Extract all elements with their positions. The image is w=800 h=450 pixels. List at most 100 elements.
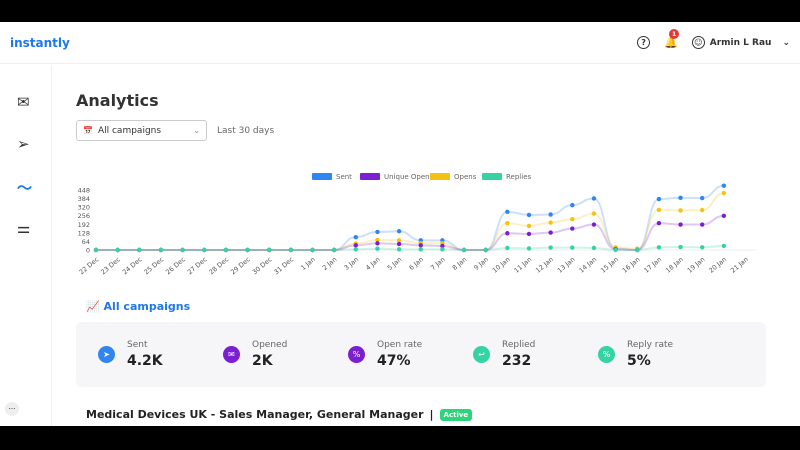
x-tick-label: 18 Jan <box>664 255 685 274</box>
data-point[interactable] <box>570 245 575 250</box>
data-point[interactable] <box>570 226 575 231</box>
data-point[interactable] <box>93 247 99 253</box>
data-point[interactable] <box>505 245 510 251</box>
legend-swatch <box>312 173 332 180</box>
stat-value: 232 <box>502 353 532 369</box>
data-point[interactable] <box>656 245 662 250</box>
data-point[interactable] <box>526 223 532 229</box>
data-point[interactable] <box>202 247 207 253</box>
data-point[interactable] <box>570 216 575 222</box>
data-point[interactable] <box>700 207 705 213</box>
data-point[interactable] <box>353 234 358 240</box>
sidebar-send-icon[interactable]: ➢ <box>17 135 30 153</box>
data-point[interactable] <box>418 243 423 248</box>
data-point[interactable] <box>483 247 488 253</box>
data-point[interactable] <box>331 247 337 253</box>
x-tick-label: 2 Jan <box>321 255 339 272</box>
data-point[interactable] <box>635 247 640 253</box>
data-point[interactable] <box>267 247 272 253</box>
campaign-row[interactable]: Medical Devices UK - Sales Manager, Gene… <box>86 408 473 421</box>
data-point[interactable] <box>180 247 185 253</box>
data-point[interactable] <box>505 209 510 215</box>
data-point[interactable] <box>375 237 380 243</box>
data-point[interactable] <box>461 247 467 253</box>
data-point[interactable] <box>288 247 294 253</box>
data-point[interactable] <box>353 247 358 252</box>
data-point[interactable] <box>548 245 553 250</box>
data-point[interactable] <box>678 208 683 213</box>
data-point[interactable] <box>700 222 705 227</box>
data-point[interactable] <box>656 221 662 226</box>
legend-item[interactable]: Sent <box>312 173 352 181</box>
data-point[interactable] <box>613 247 618 253</box>
logo[interactable]: instantly <box>10 35 70 50</box>
data-point[interactable] <box>505 221 510 226</box>
data-point[interactable] <box>700 195 705 201</box>
data-point[interactable] <box>678 222 683 227</box>
user-icon: ☺ <box>691 36 705 49</box>
user-menu[interactable]: ☺ Armin L Rau ⌄ <box>691 36 790 49</box>
x-tick-label: 17 Jan <box>642 255 663 274</box>
data-point[interactable] <box>678 244 683 250</box>
more-button[interactable]: ··· <box>5 402 19 416</box>
data-point[interactable] <box>245 247 250 253</box>
data-point[interactable] <box>721 190 727 196</box>
data-point[interactable] <box>223 247 229 253</box>
reply-icon: ↩ <box>473 346 490 363</box>
data-point[interactable] <box>526 212 532 218</box>
data-point[interactable] <box>396 229 402 234</box>
x-tick-label: 10 Jan <box>491 255 512 274</box>
data-point[interactable] <box>396 238 402 243</box>
data-point[interactable] <box>137 247 142 253</box>
data-point[interactable] <box>700 245 705 250</box>
data-point[interactable] <box>440 243 445 249</box>
legend-item[interactable]: Opens <box>430 173 477 181</box>
campaign-name[interactable]: Medical Devices UK - Sales Manager, Gene… <box>86 408 424 421</box>
legend-swatch <box>482 173 502 180</box>
sidebar-mail-icon[interactable]: ✉ <box>17 93 30 111</box>
data-point[interactable] <box>591 196 597 201</box>
help-icon[interactable]: ? <box>637 36 651 49</box>
data-point[interactable] <box>678 195 683 200</box>
data-point[interactable] <box>375 246 380 251</box>
data-point[interactable] <box>548 220 553 225</box>
data-point[interactable] <box>505 231 510 236</box>
data-point[interactable] <box>721 243 727 249</box>
data-point[interactable] <box>570 202 575 208</box>
sidebar-sliders-icon[interactable]: ⚌ <box>17 219 31 237</box>
data-point[interactable] <box>656 196 662 202</box>
data-point[interactable] <box>396 241 402 247</box>
data-point[interactable] <box>656 207 662 213</box>
legend-item[interactable]: Unique Opens <box>360 173 434 181</box>
sidebar-analytics-icon[interactable]: 〜 <box>17 179 33 197</box>
data-point[interactable] <box>440 247 445 252</box>
data-point[interactable] <box>526 246 532 251</box>
data-point[interactable] <box>591 211 597 216</box>
campaign-select-value: All campaigns <box>97 125 162 136</box>
send-icon: ➤ <box>98 346 115 363</box>
data-point[interactable] <box>310 247 315 253</box>
data-point[interactable] <box>396 247 402 252</box>
data-point[interactable] <box>115 247 120 253</box>
data-point[interactable] <box>721 213 727 219</box>
data-point[interactable] <box>591 222 597 227</box>
data-point[interactable] <box>418 247 423 252</box>
notifications-bell-icon[interactable]: 🔔 1 <box>664 29 680 49</box>
sidebar: ✉ ➢ 〜 ⚌ <box>0 65 52 426</box>
x-tick-label: 6 Jan <box>407 255 425 272</box>
data-point[interactable] <box>375 241 380 246</box>
campaign-select[interactable]: 📅 All campaigns ⌄ <box>76 120 207 141</box>
data-point[interactable] <box>353 243 358 248</box>
data-point[interactable] <box>548 212 553 217</box>
data-point[interactable] <box>548 230 553 235</box>
x-tick-label: 28 Dec <box>207 255 230 276</box>
data-point[interactable] <box>158 247 164 253</box>
data-point[interactable] <box>375 229 380 235</box>
data-point[interactable] <box>526 231 532 237</box>
notification-badge: 1 <box>669 29 680 39</box>
chart-emoji-icon: 📈 <box>86 300 100 313</box>
data-point[interactable] <box>591 245 597 251</box>
x-tick-label: 24 Dec <box>121 255 144 276</box>
data-point[interactable] <box>721 183 727 188</box>
legend-item[interactable]: Replies <box>482 173 531 181</box>
